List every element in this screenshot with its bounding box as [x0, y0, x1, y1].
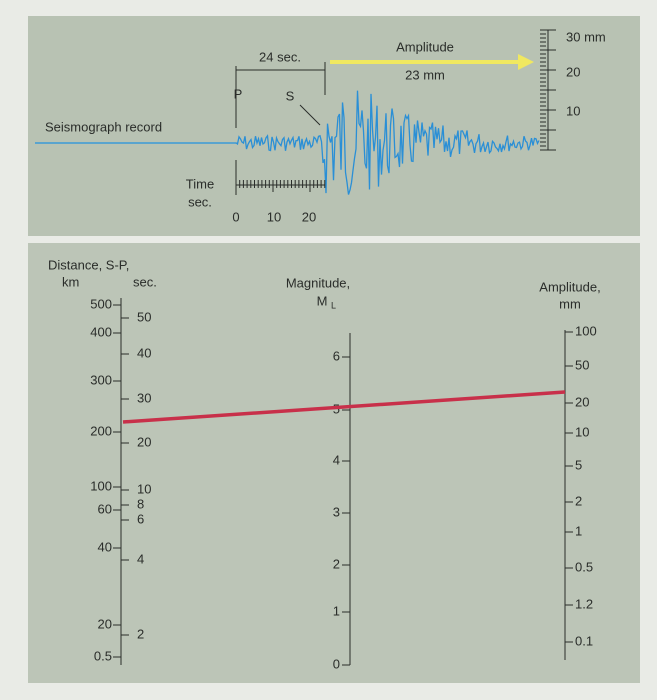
scale-label: 30 mm	[566, 29, 606, 44]
p-label: P	[234, 86, 243, 101]
sec-tick-label: 40	[137, 345, 151, 360]
km-tick-label: 200	[90, 423, 112, 438]
s-label: S	[286, 88, 295, 103]
sec-label: sec.	[133, 274, 157, 289]
magnitude-tick-label: 3	[333, 504, 340, 519]
magnitude-tick-label: 0	[333, 656, 340, 671]
amplitude-value: 23 mm	[405, 67, 445, 82]
nomogram-panel	[28, 243, 640, 683]
sec-tick-label: 4	[137, 551, 144, 566]
time-label: Time	[186, 176, 214, 191]
amplitude-tick-label: 0.1	[575, 633, 593, 648]
km-tick-label: 0.5	[94, 648, 112, 663]
distance-title: Distance, S-P,	[48, 257, 129, 272]
amplitude-tick-label: 20	[575, 394, 589, 409]
amplitude-title: Amplitude	[396, 39, 454, 54]
amplitude-tick-label: 10	[575, 424, 589, 439]
amplitude-arrow	[330, 60, 520, 64]
km-tick-label: 60	[98, 501, 112, 516]
amplitude-tick-label: 5	[575, 457, 582, 472]
magnitude-symbol: M	[317, 293, 328, 308]
km-tick-label: 40	[98, 539, 112, 554]
sec-tick-label: 6	[137, 511, 144, 526]
time-tick-label: 20	[302, 209, 316, 224]
sec-tick-label: 30	[137, 390, 151, 405]
record-panel	[28, 16, 640, 236]
time-tick-label: 0	[232, 209, 239, 224]
sec-tick-label: 10	[137, 481, 151, 496]
km-tick-label: 300	[90, 372, 112, 387]
magnitude-tick-label: 1	[333, 603, 340, 618]
amplitude-tick-label: 0.5	[575, 559, 593, 574]
km-tick-label: 400	[90, 324, 112, 339]
km-tick-label: 20	[98, 616, 112, 631]
km-label: km	[62, 274, 79, 289]
scale-label: 20	[566, 64, 580, 79]
record-label: Seismograph record	[45, 119, 162, 134]
amplitude-tick-label: 1	[575, 523, 582, 538]
sec-tick-label: 2	[137, 626, 144, 641]
time-label: sec.	[188, 194, 212, 209]
magnitude-tick-label: 4	[333, 452, 340, 467]
amplitude-tick-label: 50	[575, 357, 589, 372]
km-tick-label: 100	[90, 478, 112, 493]
waveform	[235, 90, 540, 195]
magnitude-title: Magnitude,	[286, 275, 350, 290]
sec-tick-label: 20	[137, 434, 151, 449]
time-tick-label: 10	[267, 209, 281, 224]
amplitude-tick-label: 2	[575, 493, 582, 508]
amplitude-arrowhead	[518, 54, 534, 70]
sec-tick-label: 50	[137, 309, 151, 324]
s-pointer	[299, 104, 321, 126]
magnitude-tick-label: 6	[333, 348, 340, 363]
amplitude-nomo-title: Amplitude,	[539, 279, 600, 294]
amplitude-tick-label: 1.2	[575, 596, 593, 611]
magnitude-subscript: L	[331, 300, 336, 310]
magnitude-tick-label: 2	[333, 556, 340, 571]
amplitude-unit: mm	[559, 296, 581, 311]
interval-label: 24 sec.	[259, 49, 301, 64]
km-tick-label: 500	[90, 296, 112, 311]
scale-label: 10	[566, 103, 580, 118]
sec-tick-label: 8	[137, 496, 144, 511]
reading-line	[122, 390, 566, 424]
amplitude-tick-label: 100	[575, 323, 597, 338]
